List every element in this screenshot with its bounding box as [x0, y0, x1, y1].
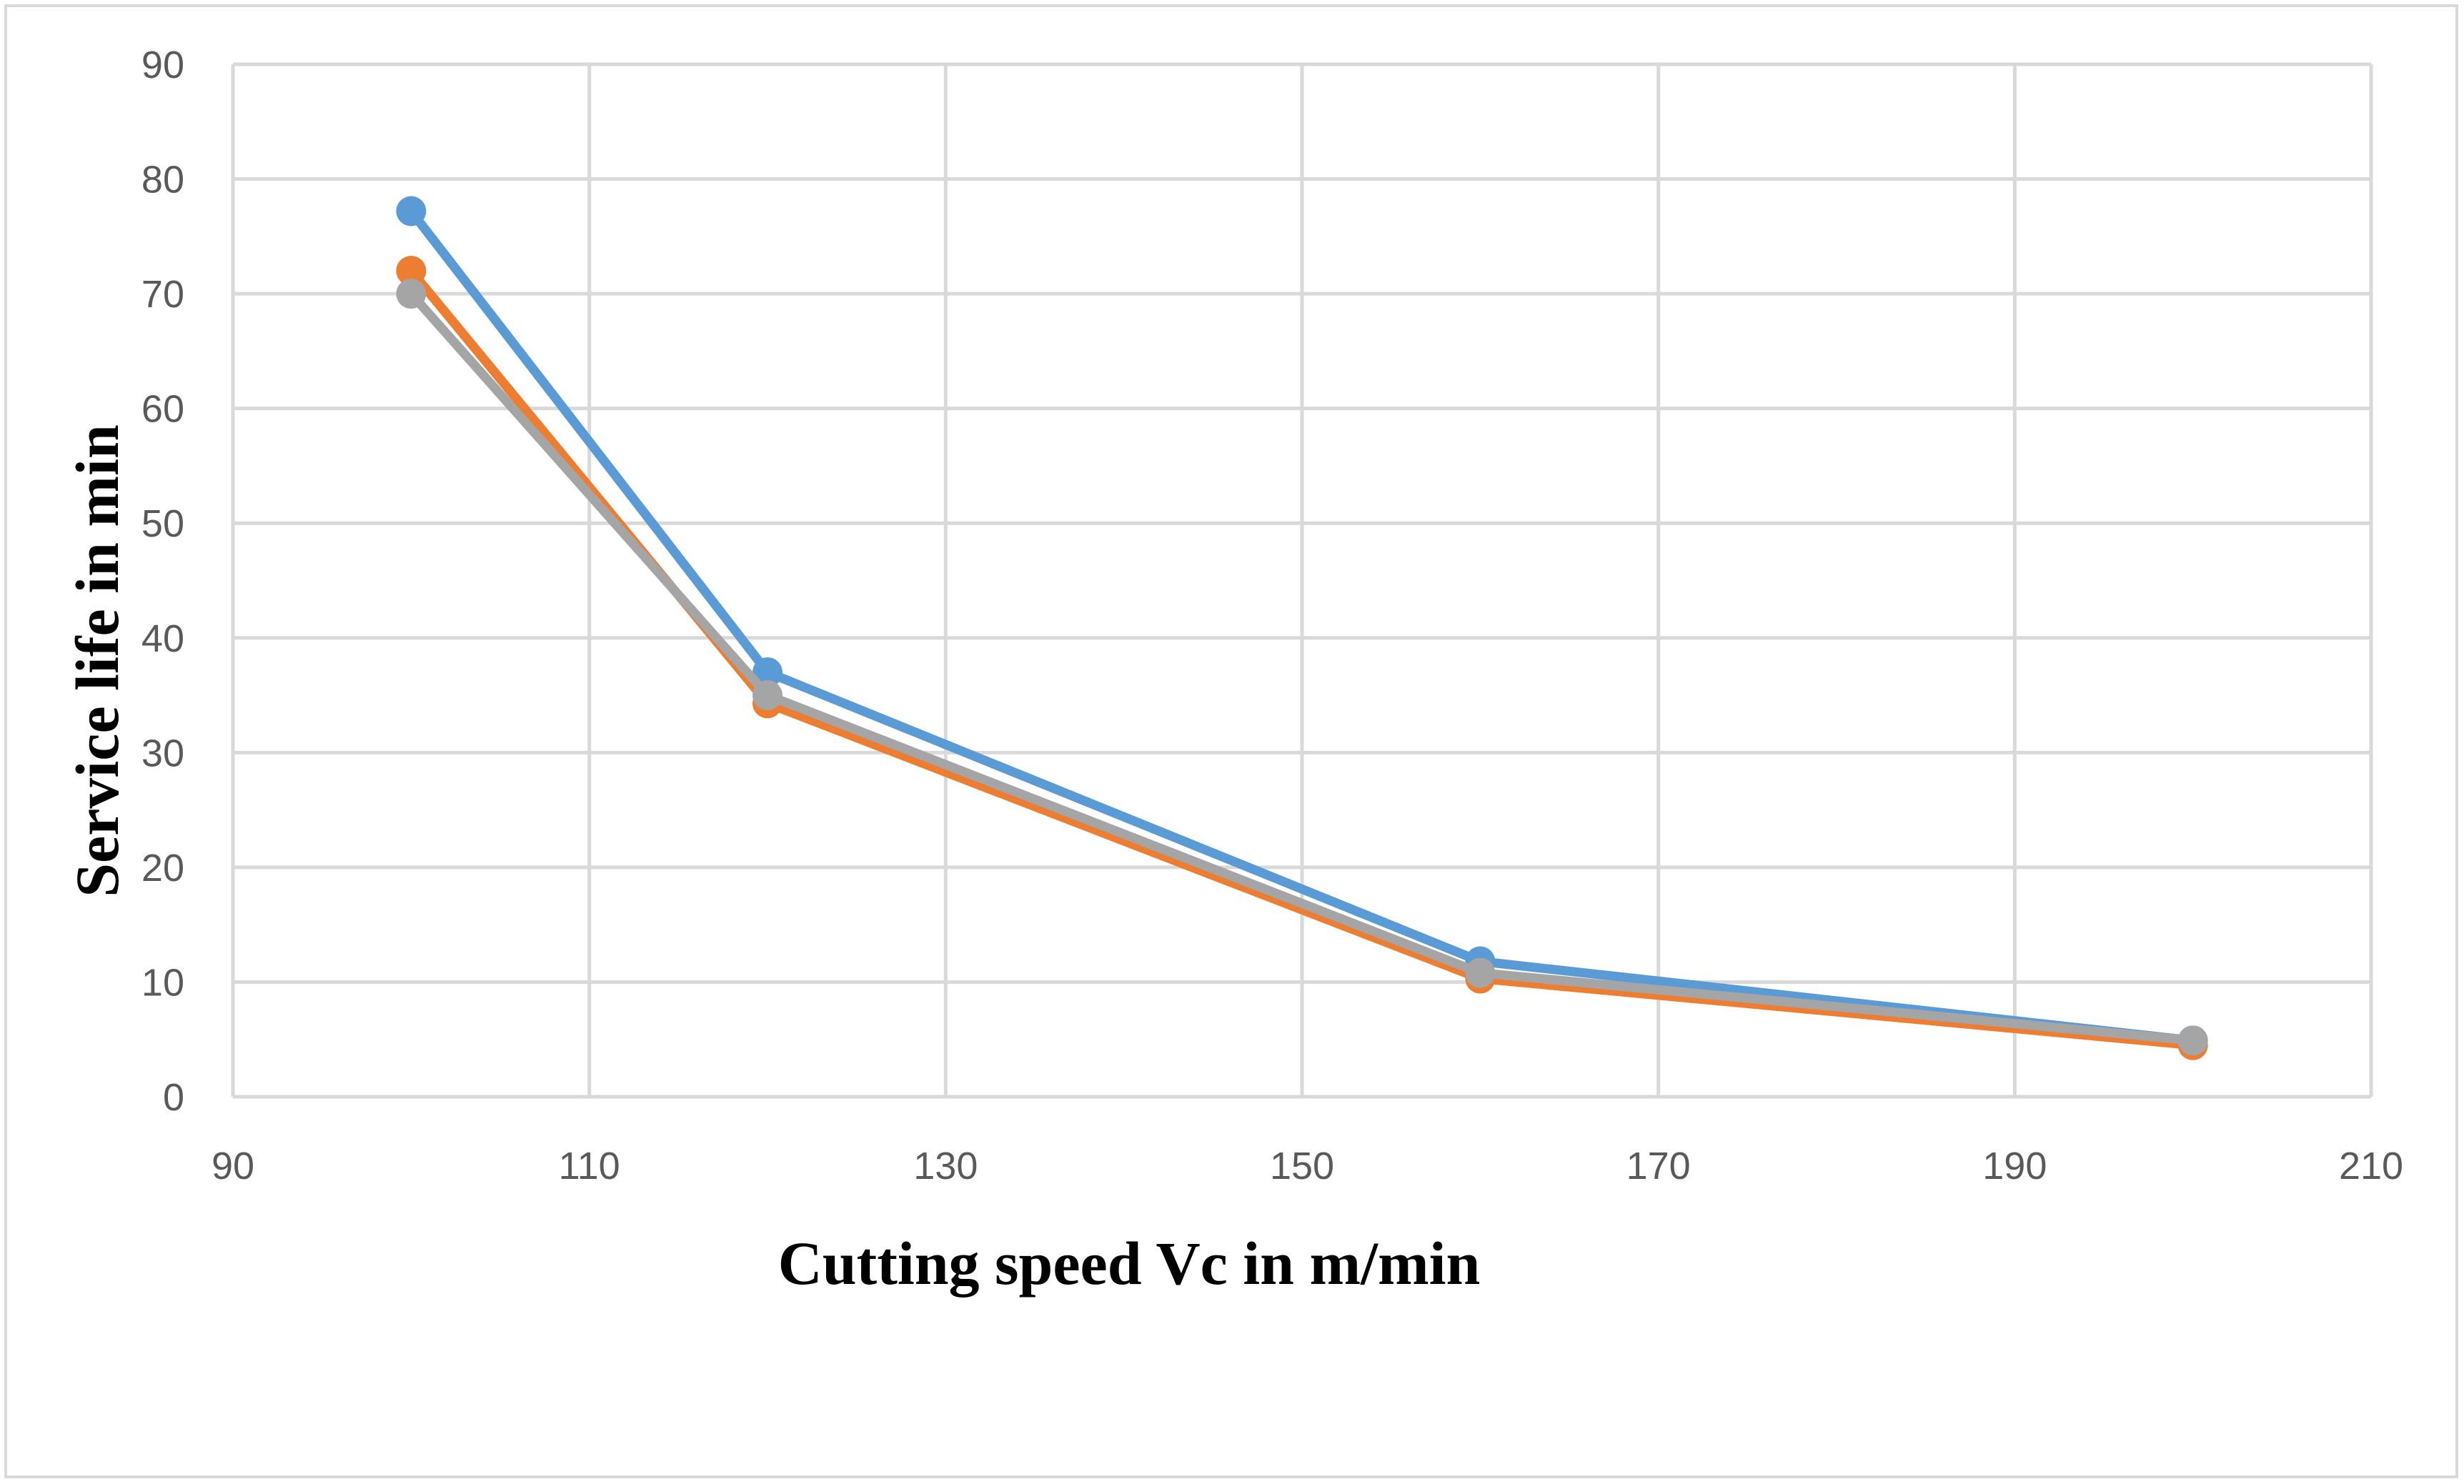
- y-tick-label: 50: [141, 502, 184, 545]
- y-tick-label: 90: [141, 44, 184, 86]
- x-tick-label: 210: [2339, 1145, 2403, 1187]
- data-point: [396, 196, 427, 226]
- data-point: [396, 256, 427, 286]
- series-lines: [396, 196, 2208, 1060]
- data-point: [2177, 1025, 2208, 1056]
- series-line: [406, 206, 2198, 1045]
- chart-frame: [4, 4, 2458, 1478]
- x-axis-title: Cutting speed Vc in m/min: [778, 1229, 1481, 1298]
- y-tick-label: 10: [141, 961, 184, 1004]
- axes: [231, 64, 2371, 1099]
- x-tick-label: 150: [1270, 1145, 1334, 1187]
- y-tick-label: 70: [141, 273, 184, 316]
- x-tick-label: 110: [559, 1145, 620, 1187]
- y-tick-label: 20: [141, 847, 184, 890]
- series-3: [396, 279, 2208, 1056]
- x-tick-label: 170: [1626, 1145, 1691, 1187]
- data-point: [396, 279, 427, 309]
- data-point: [752, 680, 783, 711]
- series-line: [406, 289, 2198, 1045]
- x-tick-label: 90: [212, 1145, 254, 1187]
- series-line: [406, 266, 2198, 1050]
- x-tick-label: 190: [1982, 1145, 2047, 1187]
- gridlines: [233, 62, 2373, 1097]
- data-point: [1465, 957, 1496, 988]
- data-point: [752, 657, 783, 687]
- tick-labels: 0 10 20 30 40 50 60 70 80 90 90 110 130 150 170 190 210: [141, 44, 2403, 1187]
- y-tick-label: 40: [141, 617, 184, 660]
- y-tick-label: 0: [163, 1076, 184, 1119]
- y-tick-label: 60: [141, 388, 184, 431]
- y-axis-title: Service life in min: [63, 424, 131, 897]
- x-tick-label: 130: [913, 1145, 978, 1187]
- y-tick-label: 80: [141, 159, 184, 201]
- y-tick-label: 30: [141, 732, 184, 775]
